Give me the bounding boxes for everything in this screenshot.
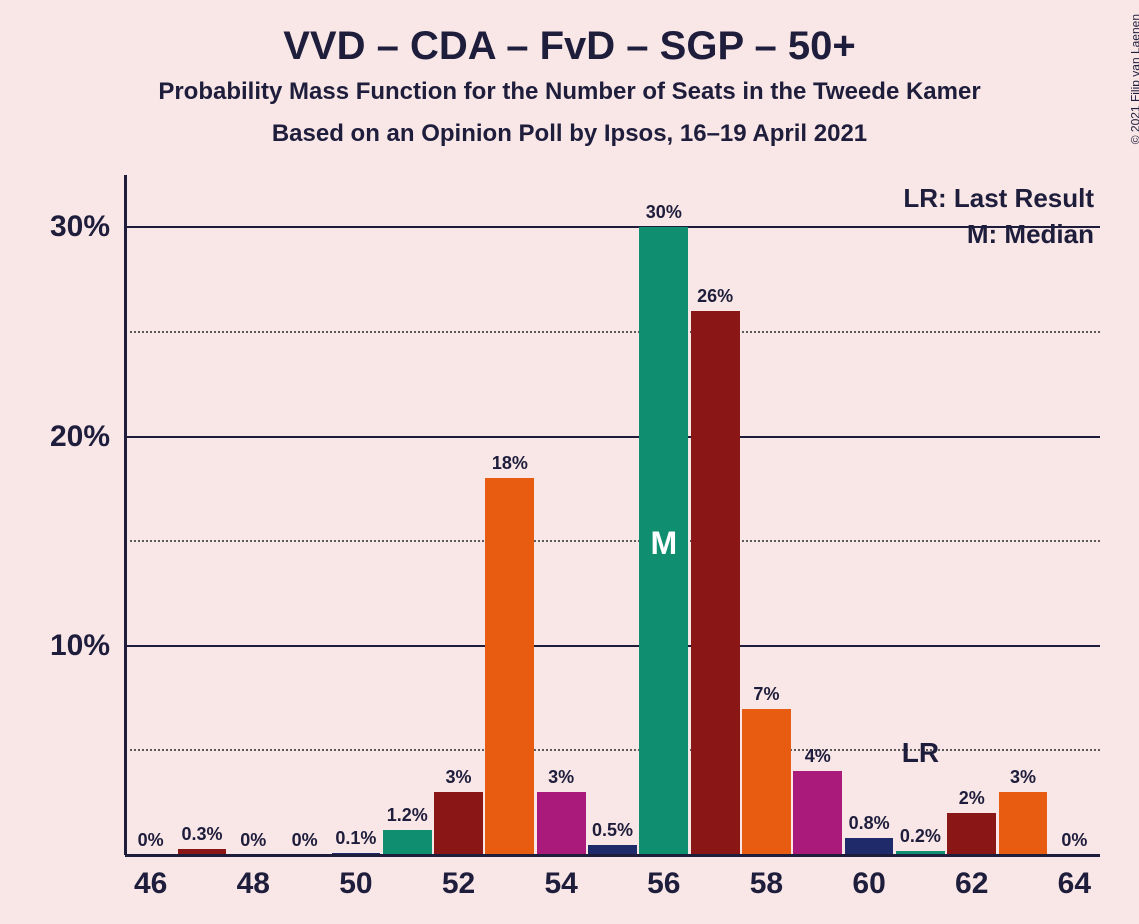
legend-lr: LR: Last Result (903, 183, 1094, 214)
x-tick-label: 48 (237, 867, 270, 901)
y-tick-label: 10% (0, 629, 110, 663)
bar-value-label: 0.5% (592, 820, 633, 841)
gridline-major (125, 226, 1100, 228)
bar-value-label: 0.8% (849, 813, 890, 834)
median-marker: M (650, 525, 677, 562)
x-tick-label: 58 (750, 867, 783, 901)
plot-area: 10%20%30%0%0.3%0%0%0.1%1.2%3%18%3%0.5%30… (125, 175, 1100, 855)
chart-subtitle-1: Probability Mass Function for the Number… (0, 78, 1139, 106)
bar-value-label: 3% (548, 767, 574, 788)
y-tick-label: 20% (0, 420, 110, 454)
bar (793, 771, 842, 855)
bar-value-label: 4% (805, 746, 831, 767)
y-tick-label: 30% (0, 210, 110, 244)
bar-value-label: 7% (753, 684, 779, 705)
gridline-minor (125, 331, 1100, 333)
x-axis-line (125, 854, 1100, 857)
bar (999, 792, 1048, 855)
x-tick-label: 64 (1058, 867, 1091, 901)
bar-value-label: 0.3% (181, 824, 222, 845)
bar (537, 792, 586, 855)
gridline-minor (125, 749, 1100, 751)
bar-value-label: 2% (959, 788, 985, 809)
bar-value-label: 26% (697, 286, 733, 307)
x-tick-label: 60 (852, 867, 885, 901)
bar (691, 311, 740, 855)
gridline-major (125, 645, 1100, 647)
last-result-marker: LR (902, 737, 939, 769)
x-tick-label: 62 (955, 867, 988, 901)
x-tick-label: 46 (134, 867, 167, 901)
x-tick-label: 50 (339, 867, 372, 901)
bar-value-label: 0% (138, 830, 164, 851)
chart-title: VVD – CDA – FvD – SGP – 50+ (0, 24, 1139, 69)
bar-value-label: 0% (240, 830, 266, 851)
bar-value-label: 0.1% (335, 828, 376, 849)
copyright-label: © 2021 Filip van Laenen (1128, 14, 1139, 144)
bar-value-label: 1.2% (387, 805, 428, 826)
chart-subtitle-2: Based on an Opinion Poll by Ipsos, 16–19… (0, 120, 1139, 148)
x-tick-label: 56 (647, 867, 680, 901)
bar (434, 792, 483, 855)
bar (742, 709, 791, 855)
bar-value-label: 30% (646, 202, 682, 223)
chart-canvas: VVD – CDA – FvD – SGP – 50+ Probability … (0, 0, 1139, 924)
bar (485, 478, 534, 855)
bar-value-label: 0.2% (900, 826, 941, 847)
y-axis-line (124, 175, 127, 855)
bar-value-label: 0% (292, 830, 318, 851)
gridline-minor (125, 540, 1100, 542)
bar (947, 813, 996, 855)
bar-value-label: 3% (1010, 767, 1036, 788)
gridline-major (125, 436, 1100, 438)
bar-value-label: 0% (1061, 830, 1087, 851)
bar (383, 830, 432, 855)
x-tick-label: 52 (442, 867, 475, 901)
bar-value-label: 18% (492, 453, 528, 474)
bar (845, 838, 894, 855)
legend-m: M: Median (967, 219, 1094, 250)
x-tick-label: 54 (544, 867, 577, 901)
bar-value-label: 3% (446, 767, 472, 788)
